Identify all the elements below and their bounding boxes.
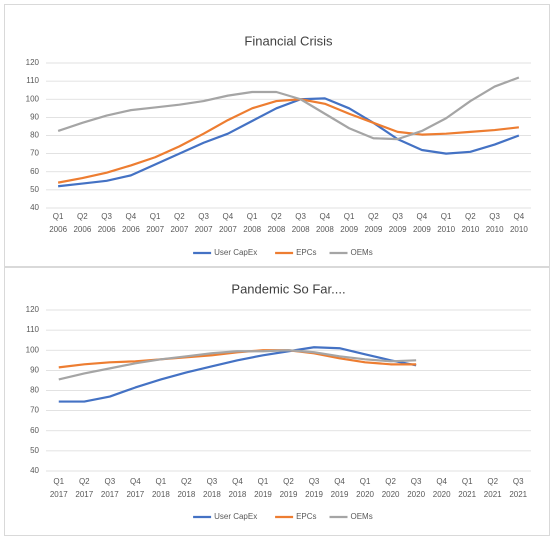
x-tick-label: Q4 2019 bbox=[331, 477, 349, 499]
chart-frame bbox=[4, 267, 550, 536]
y-tick-label: 40 bbox=[30, 203, 39, 212]
x-tick-label: Q3 2017 bbox=[101, 477, 119, 499]
y-tick-label: 120 bbox=[26, 305, 40, 314]
x-tick-label: Q2 2010 bbox=[461, 212, 479, 234]
x-tick-label: Q1 2007 bbox=[146, 212, 164, 234]
legend-label: User CapEx bbox=[214, 248, 257, 257]
x-tick-label: Q2 2019 bbox=[280, 477, 298, 499]
x-tick-label: Q1 2018 bbox=[152, 477, 170, 499]
y-tick-label: 90 bbox=[30, 112, 39, 121]
x-tick-label: Q2 2021 bbox=[484, 477, 502, 499]
x-tick-label: Q1 2021 bbox=[458, 477, 476, 499]
x-tick-label: Q3 2021 bbox=[509, 477, 527, 499]
x-tick-label: Q2 2018 bbox=[177, 477, 195, 499]
chart-frame bbox=[4, 4, 550, 267]
y-tick-label: 50 bbox=[30, 185, 39, 194]
y-tick-label: 50 bbox=[30, 446, 39, 455]
x-tick-label: Q4 2020 bbox=[433, 477, 451, 499]
x-tick-label: Q3 2010 bbox=[486, 212, 504, 234]
x-tick-label: Q3 2009 bbox=[389, 212, 407, 234]
x-tick-label: Q1 2010 bbox=[437, 212, 455, 234]
x-tick-label: Q3 2020 bbox=[407, 477, 425, 499]
data-line bbox=[57, 98, 519, 184]
x-tick-label: Q2 2017 bbox=[75, 477, 93, 499]
x-tick-label: Q2 2007 bbox=[170, 212, 188, 234]
legend-label: User CapEx bbox=[214, 512, 257, 521]
x-tick-label: Q3 2008 bbox=[292, 212, 310, 234]
data-line bbox=[58, 349, 417, 381]
x-tick-label: Q3 2006 bbox=[98, 212, 116, 234]
y-tick-label: 80 bbox=[30, 131, 39, 140]
x-tick-label: Q4 2009 bbox=[413, 212, 431, 234]
x-tick-label: Q2 2009 bbox=[364, 212, 382, 234]
legend-label: OEMs bbox=[351, 512, 373, 521]
y-tick-label: 110 bbox=[26, 76, 39, 85]
y-tick-label: 80 bbox=[30, 386, 39, 395]
x-tick-label: Q4 2017 bbox=[126, 477, 144, 499]
x-tick-label: Q3 2007 bbox=[195, 212, 213, 234]
x-tick-label: Q1 2019 bbox=[254, 477, 272, 499]
chart-title: Financial Crisis bbox=[244, 33, 333, 48]
data-line bbox=[57, 76, 520, 141]
x-tick-label: Q1 2008 bbox=[243, 212, 261, 234]
x-tick-label: Q3 2019 bbox=[305, 477, 323, 499]
legend-label: OEMs bbox=[351, 248, 373, 257]
x-tick-label: Q1 2006 bbox=[49, 212, 67, 234]
legend-label: EPCs bbox=[296, 248, 316, 257]
data-line bbox=[58, 97, 520, 188]
y-tick-label: 40 bbox=[30, 466, 39, 475]
chart-title: Pandemic So Far.... bbox=[231, 281, 345, 296]
y-tick-label: 100 bbox=[26, 345, 40, 354]
x-tick-label: Q2 2020 bbox=[382, 477, 400, 499]
y-tick-label: 120 bbox=[26, 58, 40, 67]
x-tick-label: Q1 2020 bbox=[356, 477, 374, 499]
x-tick-label: Q1 2017 bbox=[50, 477, 68, 499]
y-tick-label: 70 bbox=[30, 149, 39, 158]
data-line bbox=[58, 346, 417, 403]
x-tick-label: Q4 2007 bbox=[219, 212, 237, 234]
x-tick-label: Q2 2006 bbox=[73, 212, 91, 234]
y-tick-label: 90 bbox=[30, 365, 39, 374]
x-tick-label: Q2 2008 bbox=[267, 212, 285, 234]
x-tick-label: Q4 2010 bbox=[510, 212, 528, 234]
y-tick-label: 100 bbox=[26, 94, 40, 103]
y-tick-label: 60 bbox=[30, 167, 39, 176]
legend-label: EPCs bbox=[296, 512, 316, 521]
x-tick-label: Q3 2018 bbox=[203, 477, 221, 499]
y-tick-label: 70 bbox=[30, 406, 39, 415]
x-tick-label: Q1 2009 bbox=[340, 212, 358, 234]
y-tick-label: 60 bbox=[30, 426, 39, 435]
x-tick-label: Q4 2008 bbox=[316, 212, 334, 234]
x-tick-label: Q4 2018 bbox=[229, 477, 247, 499]
x-tick-label: Q4 2006 bbox=[122, 212, 140, 234]
y-tick-label: 110 bbox=[26, 325, 39, 334]
